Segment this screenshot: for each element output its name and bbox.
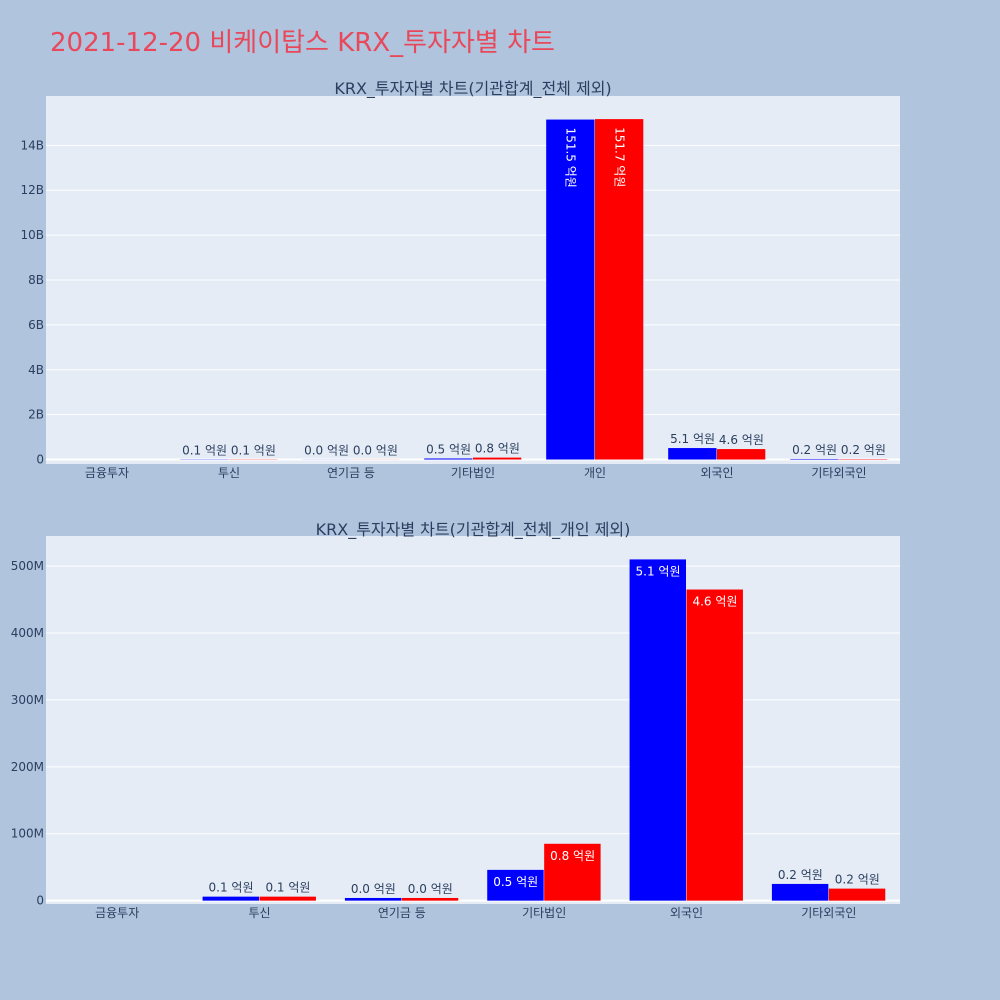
chart1-bar xyxy=(595,119,644,460)
chart2-x-tick-label: 연기금 등 xyxy=(378,906,426,920)
chart2-data-label: 0.2 억원 xyxy=(778,868,823,882)
chart1-data-label: 0.8 억원 xyxy=(475,442,520,456)
chart1-bar xyxy=(717,449,766,460)
chart2-data-label: 0.5 억원 xyxy=(493,875,538,889)
chart2-y-tick-label: 300M xyxy=(11,693,44,707)
chart1-x-tick-label: 외국인 xyxy=(700,466,733,480)
chart1-data-label: 0.1 억원 xyxy=(182,443,227,457)
chart2-title: KRX_투자자별 차트(기관합계_전체_개인 제외) xyxy=(316,520,631,540)
chart1-y-tick-label: 10B xyxy=(20,228,44,242)
chart1-data-label: 0.5 억원 xyxy=(426,443,471,457)
chart2-y-tick-label: 500M xyxy=(11,559,44,573)
chart2-bar xyxy=(544,843,601,901)
chart1-x-tick-label: 개인 xyxy=(584,466,606,480)
page-title: 2021-12-20 비케이탑스 KRX_투자자별 차트 xyxy=(50,28,555,58)
chart2-data-label: 0.1 억원 xyxy=(209,881,254,895)
chart1-bar xyxy=(424,458,473,460)
chart1-data-label: 4.6 억원 xyxy=(719,433,764,447)
chart2-bar xyxy=(202,896,259,901)
chart1-bar xyxy=(790,458,839,460)
chart2-bar xyxy=(686,589,743,901)
chart1-x-tick-label: 금융투자 xyxy=(85,466,129,480)
chart1-x-tick-label: 연기금 등 xyxy=(327,466,375,480)
chart2-y-tick-label: 0 xyxy=(36,894,44,908)
chart2-y-tick-label: 200M xyxy=(11,760,44,774)
chart2-bar xyxy=(344,897,402,901)
chart2-data-label: 0.0 억원 xyxy=(351,882,396,896)
chart2-y-tick-label: 100M xyxy=(11,827,44,841)
chart1-data-label: 0.0 억원 xyxy=(304,443,349,457)
chart1-x-tick-label: 기타법인 xyxy=(451,466,495,480)
chart1-bar xyxy=(473,457,522,460)
chart2-bar xyxy=(828,888,886,901)
chart1-data-label: 0.2 억원 xyxy=(841,443,886,457)
chart1-data-label: 151.7 억원 xyxy=(612,127,626,187)
chart1-data-label: 151.5 억원 xyxy=(564,128,578,188)
chart2-plot-area xyxy=(46,536,900,904)
chart1-y-tick-label: 14B xyxy=(20,138,44,152)
chart2-data-label: 0.8 억원 xyxy=(550,849,595,863)
chart2-data-label: 5.1 억원 xyxy=(636,564,681,578)
chart2-data-label: 4.6 억원 xyxy=(692,595,737,609)
chart2-x-tick-label: 기타법인 xyxy=(522,906,566,920)
chart1-y-tick-label: 4B xyxy=(28,363,44,377)
chart2-bar xyxy=(629,559,686,901)
chart2-bar xyxy=(401,897,459,901)
chart2-bar xyxy=(259,896,316,901)
chart1-y-tick-label: 0 xyxy=(36,453,44,467)
chart1-data-label: 0.1 억원 xyxy=(231,443,276,457)
chart1-x-tick-label: 투신 xyxy=(218,466,240,480)
chart2-x-tick-label: 투신 xyxy=(248,906,270,920)
chart1-title: KRX_투자자별 차트(기관합계_전체 제외) xyxy=(334,79,611,99)
chart2-y-tick-label: 400M xyxy=(11,626,44,640)
chart1-data-label: 5.1 억원 xyxy=(670,432,715,446)
chart2-data-label: 0.1 억원 xyxy=(265,881,310,895)
chart1-bar xyxy=(668,448,717,460)
chart1-x-tick-label: 기타외국인 xyxy=(811,466,866,480)
chart1-data-label: 0.0 억원 xyxy=(353,443,398,457)
chart2-bar xyxy=(771,883,829,901)
chart1-y-tick-label: 6B xyxy=(28,318,44,332)
chart2-data-label: 0.0 억원 xyxy=(408,882,453,896)
chart2-x-tick-label: 금융투자 xyxy=(95,906,139,920)
chart2-data-label: 0.2 억원 xyxy=(835,873,880,887)
chart1-y-tick-label: 12B xyxy=(20,183,44,197)
chart1-y-tick-label: 8B xyxy=(28,273,44,287)
chart1-bar xyxy=(546,119,595,460)
chart1-data-label: 0.2 억원 xyxy=(792,443,837,457)
chart2-x-tick-label: 기타외국인 xyxy=(801,906,856,920)
chart2-x-tick-label: 외국인 xyxy=(670,906,703,920)
chart1-y-tick-label: 2B xyxy=(28,408,44,422)
chart2-bar xyxy=(487,869,544,901)
